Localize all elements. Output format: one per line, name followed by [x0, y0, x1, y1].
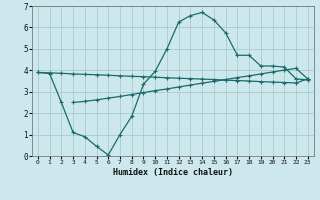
- X-axis label: Humidex (Indice chaleur): Humidex (Indice chaleur): [113, 168, 233, 177]
